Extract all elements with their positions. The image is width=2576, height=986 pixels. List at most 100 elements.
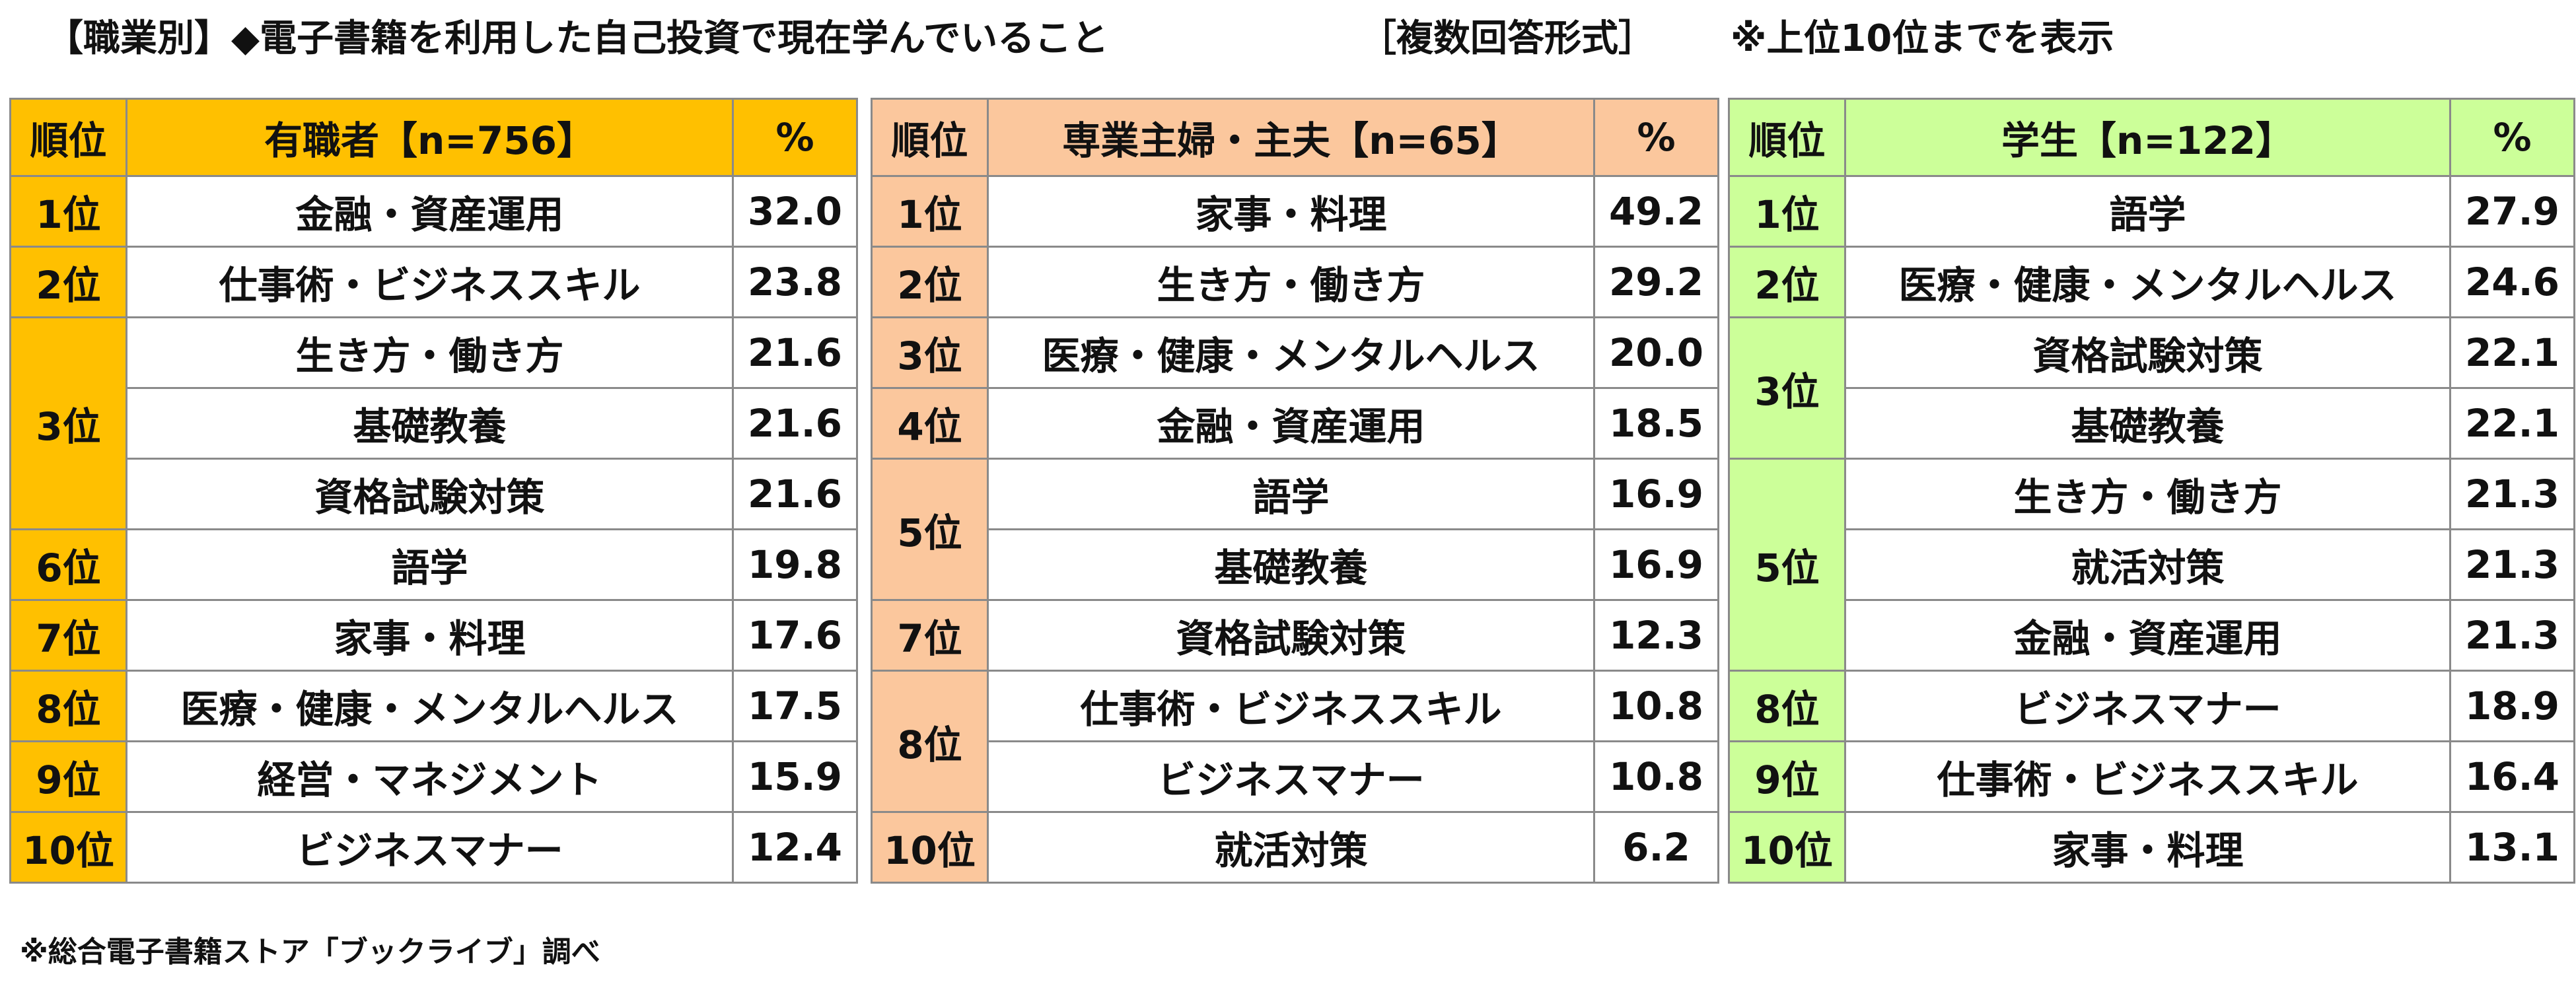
item-cell: 語学: [1844, 175, 2451, 248]
top10-note: ※上位10位までを表示: [1731, 17, 2114, 60]
item-cell: ビジネスマナー: [1844, 670, 2451, 742]
rank-cell: 10位: [1728, 811, 1846, 884]
worker-ranking-table: 順位 有職者【n=756】 % 1位 金融・資産運用 32.0 2位 仕事術・ビ…: [9, 98, 858, 884]
item-cell: 生き方・働き方: [987, 246, 1595, 318]
item-cell: ビジネスマナー: [125, 811, 734, 884]
item-cell: 仕事術・ビジネススキル: [1844, 740, 2451, 813]
item-cell: 就活対策: [987, 811, 1595, 884]
item-cell: 医療・健康・メンタルヘルス: [987, 316, 1595, 389]
item-cell: 資格試験対策: [987, 599, 1595, 672]
percent-cell: 6.2: [1593, 811, 1719, 884]
item-cell: 金融・資産運用: [987, 387, 1595, 460]
rank-cell: 7位: [9, 599, 127, 672]
table-row: 9位 仕事術・ビジネススキル 16.4: [1728, 740, 2575, 813]
table-row: ビジネスマナー 10.8: [872, 740, 1719, 813]
percent-cell: 13.1: [2449, 811, 2575, 884]
item-cell: 家事・料理: [125, 599, 734, 672]
percent-cell: 12.4: [732, 811, 858, 884]
item-cell: 生き方・働き方: [125, 316, 734, 389]
table-row: 1位 語学 27.9: [1728, 175, 2575, 248]
percent-header: %: [1593, 98, 1719, 177]
percent-cell: 20.0: [1593, 316, 1719, 389]
group-header: 専業主婦・主夫【n=65】: [987, 98, 1595, 177]
chart-title: 【職業別】◆電子書籍を利用した自己投資で現在学んでいること: [46, 17, 1109, 60]
rank-cell: 9位: [1728, 740, 1846, 813]
rank-header: 順位: [9, 98, 127, 177]
rank-cell: 6位: [9, 528, 127, 601]
percent-cell: 21.6: [732, 316, 858, 389]
percent-cell: 17.6: [732, 599, 858, 672]
rank-cell: 2位: [871, 246, 989, 318]
table-row: 7位 資格試験対策 12.3: [871, 599, 1719, 672]
source-note: ※総合電子書籍ストア「ブックライブ」調べ: [20, 935, 600, 969]
table-row: 5位 語学 16.9: [871, 458, 1719, 601]
percent-cell: 21.6: [732, 458, 858, 530]
item-cell: 語学: [987, 458, 1595, 530]
table-row: 金融・資産運用 21.3: [1729, 599, 2575, 672]
percent-cell: 18.9: [2449, 670, 2575, 742]
item-cell: 就活対策: [1844, 528, 2451, 601]
homemaker-ranking-table: 順位 専業主婦・主夫【n=65】 % 1位 家事・料理 49.2 2位 生き方・…: [871, 98, 1719, 884]
percent-cell: 18.5: [1593, 387, 1719, 460]
percent-cell: 21.3: [2449, 599, 2575, 672]
item-cell: 経営・マネジメント: [125, 740, 734, 813]
table-row: 2位 生き方・働き方 29.2: [871, 246, 1719, 318]
item-cell: 生き方・働き方: [1844, 458, 2451, 530]
answer-format-label: ［複数回答形式］: [1359, 17, 1655, 60]
rank-cell: 9位: [9, 740, 127, 813]
group-header: 学生【n=122】: [1844, 98, 2451, 177]
table-row: 基礎教養 22.1: [1729, 387, 2575, 460]
percent-cell: 21.3: [2449, 458, 2575, 530]
rank-cell: 8位: [871, 670, 989, 813]
percent-cell: 12.3: [1593, 599, 1719, 672]
percent-cell: 10.8: [1593, 670, 1719, 742]
percent-cell: 29.2: [1593, 246, 1719, 318]
item-cell: 金融・資産運用: [125, 175, 734, 248]
percent-cell: 19.8: [732, 528, 858, 601]
table-row: 7位 家事・料理 17.6: [9, 599, 858, 672]
percent-cell: 23.8: [732, 246, 858, 318]
item-cell: 基礎教養: [1844, 387, 2451, 460]
rank-cell: 1位: [9, 175, 127, 248]
item-cell: 金融・資産運用: [1844, 599, 2451, 672]
percent-header: %: [2449, 98, 2575, 177]
table-header-row: 順位 専業主婦・主夫【n=65】 %: [871, 98, 1719, 177]
rank-cell: 2位: [9, 246, 127, 318]
rank-cell: 8位: [9, 670, 127, 742]
item-cell: 医療・健康・メンタルヘルス: [1844, 246, 2451, 318]
item-cell: 医療・健康・メンタルヘルス: [125, 670, 734, 742]
table-row: 3位 医療・健康・メンタルヘルス 20.0: [871, 316, 1719, 389]
item-cell: 資格試験対策: [125, 458, 734, 530]
table-row: 1位 金融・資産運用 32.0: [9, 175, 858, 248]
table-row: 5位 生き方・働き方 21.3: [1728, 458, 2575, 672]
group-header: 有職者【n=756】: [125, 98, 734, 177]
rank-cell: 5位: [1728, 458, 1846, 672]
item-cell: 基礎教養: [125, 387, 734, 460]
rank-cell: 3位: [871, 316, 989, 389]
table-row: 2位 仕事術・ビジネススキル 23.8: [9, 246, 858, 318]
percent-cell: 22.1: [2449, 387, 2575, 460]
percent-cell: 32.0: [732, 175, 858, 248]
percent-header: %: [732, 98, 858, 177]
rank-cell: 10位: [9, 811, 127, 884]
table-row: 10位 ビジネスマナー 12.4: [9, 811, 858, 884]
percent-cell: 22.1: [2449, 316, 2575, 389]
rank-cell: 10位: [871, 811, 989, 884]
percent-cell: 17.5: [732, 670, 858, 742]
percent-cell: 27.9: [2449, 175, 2575, 248]
table-row: 就活対策 21.3: [1729, 528, 2575, 601]
table-row: 9位 経営・マネジメント 15.9: [9, 740, 858, 813]
rank-cell: 4位: [871, 387, 989, 460]
item-cell: 家事・料理: [1844, 811, 2451, 884]
rank-cell: 1位: [1728, 175, 1846, 248]
percent-cell: 16.4: [2449, 740, 2575, 813]
table-row: 10位 家事・料理 13.1: [1728, 811, 2575, 884]
rank-cell: 3位: [9, 316, 127, 530]
table-row: 8位 医療・健康・メンタルヘルス 17.5: [9, 670, 858, 742]
table-row: 2位 医療・健康・メンタルヘルス 24.6: [1728, 246, 2575, 318]
rank-cell: 3位: [1728, 316, 1846, 460]
table-header-row: 順位 有職者【n=756】 %: [9, 98, 858, 177]
percent-cell: 15.9: [732, 740, 858, 813]
rank-cell: 1位: [871, 175, 989, 248]
item-cell: 基礎教養: [987, 528, 1595, 601]
